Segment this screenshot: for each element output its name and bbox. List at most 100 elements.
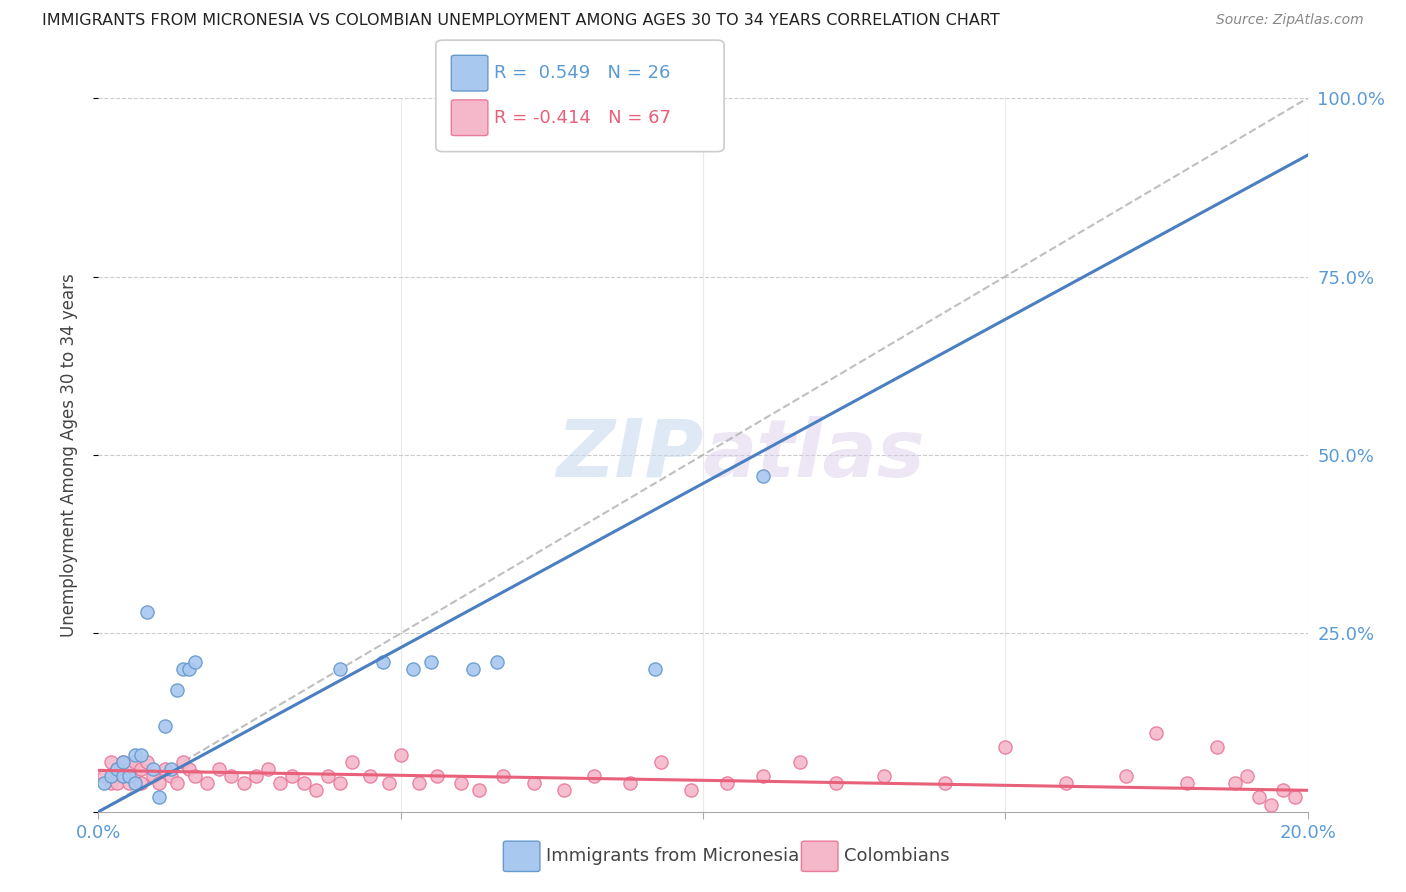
Point bbox=[118, 762, 141, 776]
Point bbox=[873, 769, 896, 783]
Point bbox=[153, 762, 176, 776]
Point bbox=[135, 605, 157, 619]
Point bbox=[463, 662, 485, 676]
Point bbox=[292, 776, 315, 790]
Point bbox=[679, 783, 702, 797]
Point bbox=[1284, 790, 1306, 805]
Point bbox=[619, 776, 641, 790]
Point bbox=[93, 769, 115, 783]
Point bbox=[105, 762, 128, 776]
Point bbox=[100, 755, 122, 769]
Point bbox=[371, 655, 394, 669]
Point bbox=[389, 747, 412, 762]
Point bbox=[153, 719, 176, 733]
Point bbox=[221, 769, 243, 783]
Point bbox=[232, 776, 254, 790]
Point bbox=[752, 469, 775, 483]
Point bbox=[1206, 740, 1229, 755]
Point bbox=[135, 755, 157, 769]
Point bbox=[111, 755, 134, 769]
Point bbox=[118, 776, 141, 790]
Point bbox=[1249, 790, 1271, 805]
Point bbox=[142, 762, 165, 776]
Point bbox=[360, 769, 382, 783]
Point bbox=[111, 769, 134, 783]
Text: Colombians: Colombians bbox=[844, 847, 949, 865]
Text: R =  0.549   N = 26: R = 0.549 N = 26 bbox=[494, 64, 669, 82]
Point bbox=[100, 776, 122, 790]
Point bbox=[179, 662, 201, 676]
Point bbox=[583, 769, 606, 783]
Point bbox=[148, 790, 170, 805]
Point bbox=[105, 776, 128, 790]
Point bbox=[269, 776, 291, 790]
Point bbox=[316, 769, 339, 783]
Text: IMMIGRANTS FROM MICRONESIA VS COLOMBIAN UNEMPLOYMENT AMONG AGES 30 TO 34 YEARS C: IMMIGRANTS FROM MICRONESIA VS COLOMBIAN … bbox=[42, 13, 1000, 29]
Point bbox=[245, 769, 267, 783]
Text: Source: ZipAtlas.com: Source: ZipAtlas.com bbox=[1216, 13, 1364, 28]
Point bbox=[142, 769, 165, 783]
Point bbox=[124, 747, 146, 762]
Point bbox=[281, 769, 304, 783]
Point bbox=[402, 662, 425, 676]
Point bbox=[184, 655, 207, 669]
Point bbox=[644, 662, 666, 676]
Point bbox=[408, 776, 430, 790]
Point bbox=[129, 776, 152, 790]
Text: atlas: atlas bbox=[703, 416, 925, 494]
Y-axis label: Unemployment Among Ages 30 to 34 years: Unemployment Among Ages 30 to 34 years bbox=[59, 273, 77, 637]
Point bbox=[160, 762, 183, 776]
Point bbox=[124, 755, 146, 769]
Text: Immigrants from Micronesia: Immigrants from Micronesia bbox=[546, 847, 799, 865]
Text: R = -0.414   N = 67: R = -0.414 N = 67 bbox=[494, 109, 671, 127]
Point bbox=[1272, 783, 1295, 797]
Point bbox=[179, 762, 201, 776]
Point bbox=[1115, 769, 1137, 783]
Point bbox=[160, 769, 183, 783]
Point bbox=[208, 762, 231, 776]
Point bbox=[111, 755, 134, 769]
Point bbox=[305, 783, 328, 797]
Point bbox=[426, 769, 449, 783]
Point bbox=[166, 776, 188, 790]
Point bbox=[377, 776, 399, 790]
Point bbox=[1223, 776, 1246, 790]
Point bbox=[172, 755, 194, 769]
Point bbox=[124, 776, 146, 790]
Point bbox=[148, 776, 170, 790]
Point bbox=[105, 762, 128, 776]
Point bbox=[166, 683, 188, 698]
Point bbox=[420, 655, 443, 669]
Point bbox=[934, 776, 956, 790]
Point bbox=[172, 662, 194, 676]
Point bbox=[1054, 776, 1077, 790]
Point bbox=[184, 769, 207, 783]
Point bbox=[329, 776, 352, 790]
Point bbox=[1260, 797, 1282, 812]
Point bbox=[1175, 776, 1198, 790]
Point bbox=[195, 776, 218, 790]
Point bbox=[124, 769, 146, 783]
Text: ZIP: ZIP bbox=[555, 416, 703, 494]
Point bbox=[118, 769, 141, 783]
Point bbox=[994, 740, 1017, 755]
Point bbox=[523, 776, 546, 790]
Point bbox=[329, 662, 352, 676]
Point bbox=[752, 769, 775, 783]
Point bbox=[450, 776, 472, 790]
Point bbox=[129, 747, 152, 762]
Point bbox=[256, 762, 278, 776]
Point bbox=[716, 776, 738, 790]
Point bbox=[129, 762, 152, 776]
Point bbox=[650, 755, 672, 769]
Point bbox=[789, 755, 811, 769]
Point bbox=[553, 783, 575, 797]
Point bbox=[342, 755, 364, 769]
Point bbox=[1236, 769, 1258, 783]
Point bbox=[100, 769, 122, 783]
Point bbox=[468, 783, 491, 797]
Point bbox=[486, 655, 509, 669]
Point bbox=[111, 769, 134, 783]
Point bbox=[1144, 726, 1167, 740]
Point bbox=[492, 769, 515, 783]
